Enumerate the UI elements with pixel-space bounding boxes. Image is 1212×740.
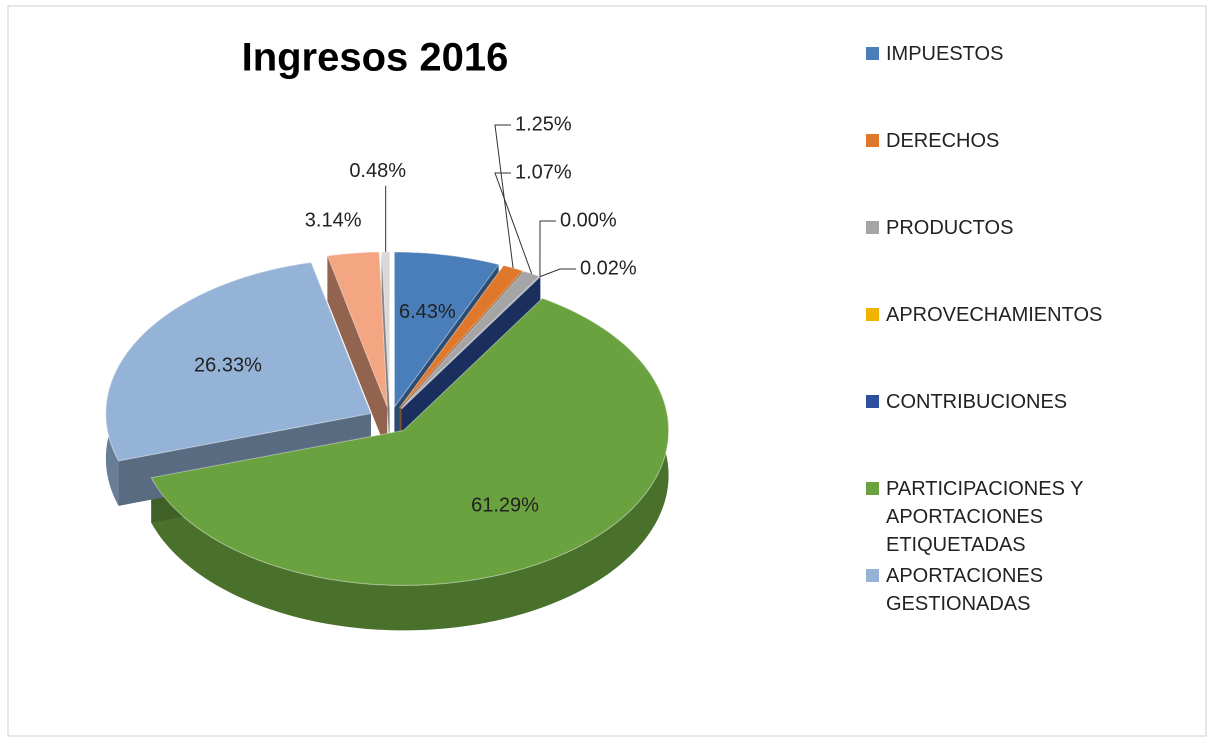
legend-label: CONTRIBUCIONES <box>886 391 1068 413</box>
data-label: 0.02% <box>580 257 637 279</box>
pie-slice-wall <box>381 251 390 452</box>
legend-swatch <box>866 395 879 408</box>
chart-title: Ingresos 2016 <box>242 36 509 80</box>
chart-border <box>7 5 1207 737</box>
legend-label: APROVECHAMIENTOS <box>886 304 1103 326</box>
legend-swatch <box>866 221 879 234</box>
legend-label: APORTACIONES GESTIONADAS <box>886 565 1044 615</box>
legend-label: PARTICIPACIONES Y APORTACIONES ETIQUETAD… <box>886 478 1084 556</box>
data-label: 26.33% <box>194 354 262 376</box>
legend-item: DERECHOS <box>866 127 1166 214</box>
legend-item: APROVECHAMIENTOS <box>866 301 1166 388</box>
legend-swatch <box>866 308 879 321</box>
pie-slice <box>326 251 388 408</box>
pie-slice <box>400 270 541 409</box>
legend-swatch <box>866 482 879 495</box>
pie-slice <box>105 261 372 462</box>
legend-swatch <box>866 569 879 582</box>
legend-label: PRODUCTOS <box>886 217 1014 239</box>
leader-line <box>494 124 514 269</box>
legend-item: CONTRIBUCIONES <box>866 388 1166 475</box>
data-label: 61.29% <box>471 494 539 516</box>
data-label: 3.14% <box>305 209 362 231</box>
legend: IMPUESTOS DERECHOS PRODUCTOS APROVECHAMIENT… <box>866 40 1166 649</box>
pie-slice-wall <box>327 255 388 452</box>
leader-line <box>539 220 556 277</box>
legend-item: PARTICIPACIONES Y APORTACIONES ETIQUETAD… <box>866 475 1166 562</box>
legend-item: PRODUCTOS <box>866 214 1166 301</box>
pie-slice <box>150 297 670 586</box>
data-label: 0.48% <box>349 160 406 182</box>
data-label: 0.00% <box>560 209 617 231</box>
legend-label: IMPUESTOS <box>886 43 1004 65</box>
legend-item: IMPUESTOS <box>866 40 1166 127</box>
leader-line <box>539 268 576 278</box>
legend-swatch <box>866 134 879 147</box>
data-label: 1.25% <box>515 113 572 135</box>
pie-slice <box>393 251 500 409</box>
legend-item: APORTACIONES GESTIONADAS <box>866 562 1166 649</box>
legend-label: DERECHOS <box>886 130 1000 152</box>
legend-swatch <box>866 47 879 60</box>
data-label: 1.07% <box>515 161 572 183</box>
leader-line <box>494 172 533 274</box>
data-label: 6.43% <box>399 301 456 323</box>
